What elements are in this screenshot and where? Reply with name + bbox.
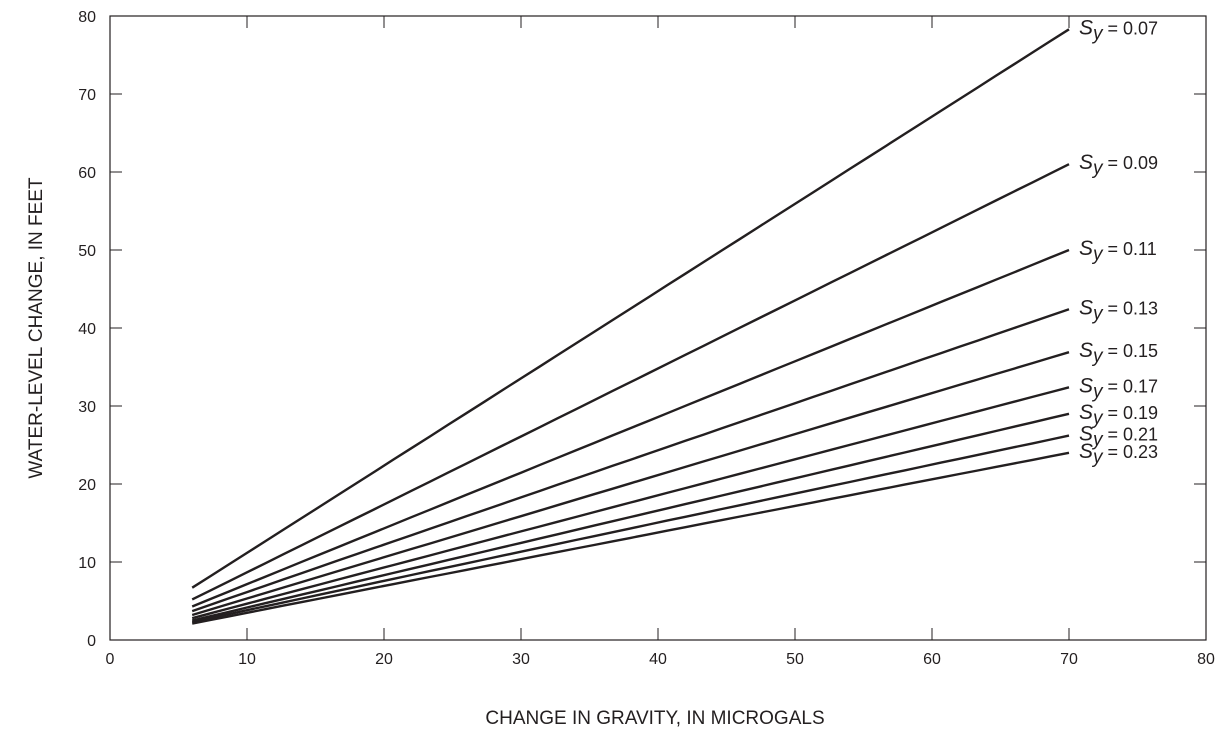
x-tick-label: 10 <box>238 651 256 668</box>
series-label-value: = 0.21 <box>1103 425 1159 445</box>
series-label: Sy = 0.11 <box>1079 237 1157 265</box>
tick-labels: 0 10 20 30 40 50 60 70 80 0 10 20 30 40 50 60 70 80 <box>78 9 1215 668</box>
series-label-subscript: y <box>1091 346 1104 367</box>
y-axis-title: WATER-LEVEL CHANGE, IN FEET <box>26 177 47 479</box>
x-tick-label: 70 <box>1060 651 1078 668</box>
series-label-symbol: S <box>1079 237 1093 260</box>
series-label-symbol: S <box>1079 374 1093 397</box>
series-label: Sy = 0.09 <box>1079 151 1158 179</box>
axis-ticks <box>110 16 1206 640</box>
x-tick-label: 20 <box>375 651 393 668</box>
y-tick-label: 60 <box>78 165 96 182</box>
series-label-value: = 0.11 <box>1103 239 1157 259</box>
y-tick-label: 0 <box>87 633 96 650</box>
y-tick-label: 70 <box>78 87 96 104</box>
series-line <box>191 28 1070 589</box>
y-tick-label: 50 <box>78 243 96 260</box>
series-line <box>191 412 1070 622</box>
series-line <box>191 308 1070 613</box>
series-label-symbol: S <box>1079 440 1093 463</box>
x-tick-label: 40 <box>649 651 667 668</box>
series-label-value: = 0.07 <box>1103 18 1159 38</box>
series-label-symbol: S <box>1079 296 1093 319</box>
series-label-symbol: S <box>1079 423 1093 446</box>
series-label-value: = 0.17 <box>1103 376 1159 396</box>
y-tick-label: 80 <box>78 9 96 26</box>
x-tick-label: 30 <box>512 651 530 668</box>
series-line <box>191 248 1070 608</box>
series-label: Sy = 0.23 <box>1079 440 1158 468</box>
x-tick-label: 50 <box>786 651 804 668</box>
series-label: Sy = 0.19 <box>1079 401 1158 429</box>
series-label-subscript: y <box>1091 23 1104 44</box>
series-label-value: = 0.19 <box>1103 403 1159 423</box>
x-axis-title: CHANGE IN GRAVITY, IN MICROGALS <box>485 708 824 729</box>
series-label: Sy = 0.17 <box>1079 374 1158 402</box>
series-label-subscript: y <box>1091 430 1104 451</box>
series-line <box>191 434 1070 624</box>
series-line <box>191 163 1070 601</box>
series-label-subscript: y <box>1091 158 1104 179</box>
series-label-value: = 0.13 <box>1103 298 1159 318</box>
series-label-subscript: y <box>1091 244 1104 265</box>
series-label-symbol: S <box>1079 151 1093 174</box>
plot-frame <box>109 15 1207 641</box>
series-line <box>191 351 1070 617</box>
series-label-symbol: S <box>1079 339 1093 362</box>
y-tick-label: 30 <box>78 399 96 416</box>
x-tick-label: 60 <box>923 651 941 668</box>
series-label-symbol: S <box>1079 16 1093 39</box>
series-label: Sy = 0.07 <box>1079 16 1158 44</box>
y-tick-label: 20 <box>78 477 96 494</box>
series-line <box>191 386 1070 620</box>
series-label-subscript: y <box>1091 381 1104 402</box>
series-label-value: = 0.23 <box>1103 442 1159 462</box>
x-tick-label: 0 <box>106 651 115 668</box>
y-tick-label: 10 <box>78 555 96 572</box>
x-tick-label: 80 <box>1197 651 1215 668</box>
series-lines <box>191 28 1070 625</box>
series-label-subscript: y <box>1091 447 1104 468</box>
series-label-subscript: y <box>1091 408 1104 429</box>
series-label-value: = 0.09 <box>1103 153 1159 173</box>
series-label: Sy = 0.15 <box>1079 339 1158 367</box>
series-line <box>191 451 1070 625</box>
series-label-value: = 0.15 <box>1103 341 1159 361</box>
series-label: Sy = 0.13 <box>1079 296 1158 324</box>
series-label: Sy = 0.21 <box>1079 423 1158 451</box>
series-label-symbol: S <box>1079 401 1093 424</box>
y-tick-label: 40 <box>78 321 96 338</box>
series-label-subscript: y <box>1091 303 1104 324</box>
